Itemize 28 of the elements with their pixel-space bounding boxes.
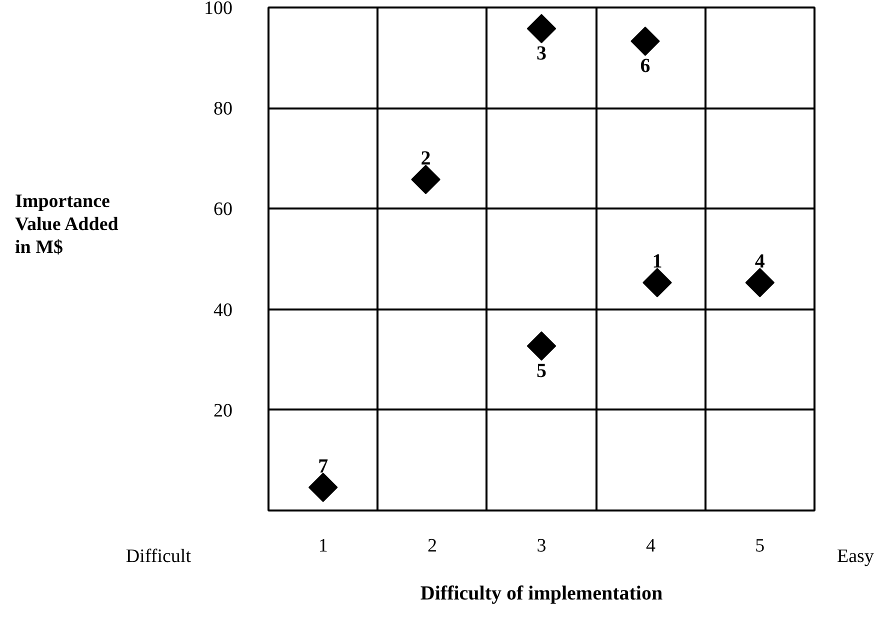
point — [745, 268, 775, 298]
text: Difficult — [126, 545, 191, 569]
annotation: 7 — [318, 455, 328, 478]
y-tick-label: 80 — [214, 98, 232, 120]
point — [630, 26, 660, 56]
annotation: 4 — [754, 250, 765, 273]
point — [308, 472, 338, 502]
annotation: 2 — [420, 148, 431, 170]
annotation: 5 — [536, 360, 546, 382]
annotation: 6 — [640, 55, 650, 78]
point — [411, 164, 440, 194]
y-tick-label: 40 — [214, 300, 232, 321]
text: Easy — [837, 545, 874, 569]
point — [526, 331, 556, 361]
point — [526, 14, 556, 44]
y-tick-label: 20 — [214, 400, 232, 422]
x-tick-label: 1 — [318, 536, 328, 556]
point — [642, 268, 672, 298]
annotation: 1 — [652, 250, 662, 273]
x-tick-label: 4 — [646, 536, 656, 556]
y-tick-label: 60 — [214, 199, 232, 220]
x-tick-label: 5 — [755, 536, 765, 556]
y-tick-label: 100 — [204, 0, 232, 19]
y-axis-title: Importance Value Added in M$ — [15, 191, 118, 260]
x-tick-label: 3 — [536, 536, 546, 556]
x-tick-label: 2 — [428, 536, 438, 556]
x-axis-title: Difficulty of implementation — [420, 582, 663, 604]
annotation: 3 — [536, 42, 546, 65]
